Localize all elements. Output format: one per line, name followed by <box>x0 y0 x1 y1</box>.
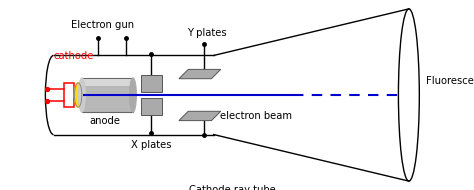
Bar <box>141 98 162 116</box>
Text: cathode: cathode <box>53 51 94 62</box>
Ellipse shape <box>78 78 85 112</box>
Text: Cathode ray tube: Cathode ray tube <box>189 185 276 190</box>
Text: electron beam: electron beam <box>220 111 292 121</box>
Text: Fluorescent screen: Fluorescent screen <box>426 76 474 86</box>
Text: X plates: X plates <box>131 140 171 150</box>
Ellipse shape <box>74 83 82 107</box>
Polygon shape <box>179 69 221 79</box>
Bar <box>64 83 74 107</box>
Ellipse shape <box>129 78 137 112</box>
Text: Y plates: Y plates <box>187 28 227 38</box>
Text: Electron gun: Electron gun <box>71 20 134 30</box>
Bar <box>82 78 133 112</box>
Bar <box>141 74 162 92</box>
Text: anode: anode <box>90 116 120 126</box>
Bar <box>82 79 133 86</box>
Polygon shape <box>179 111 221 121</box>
